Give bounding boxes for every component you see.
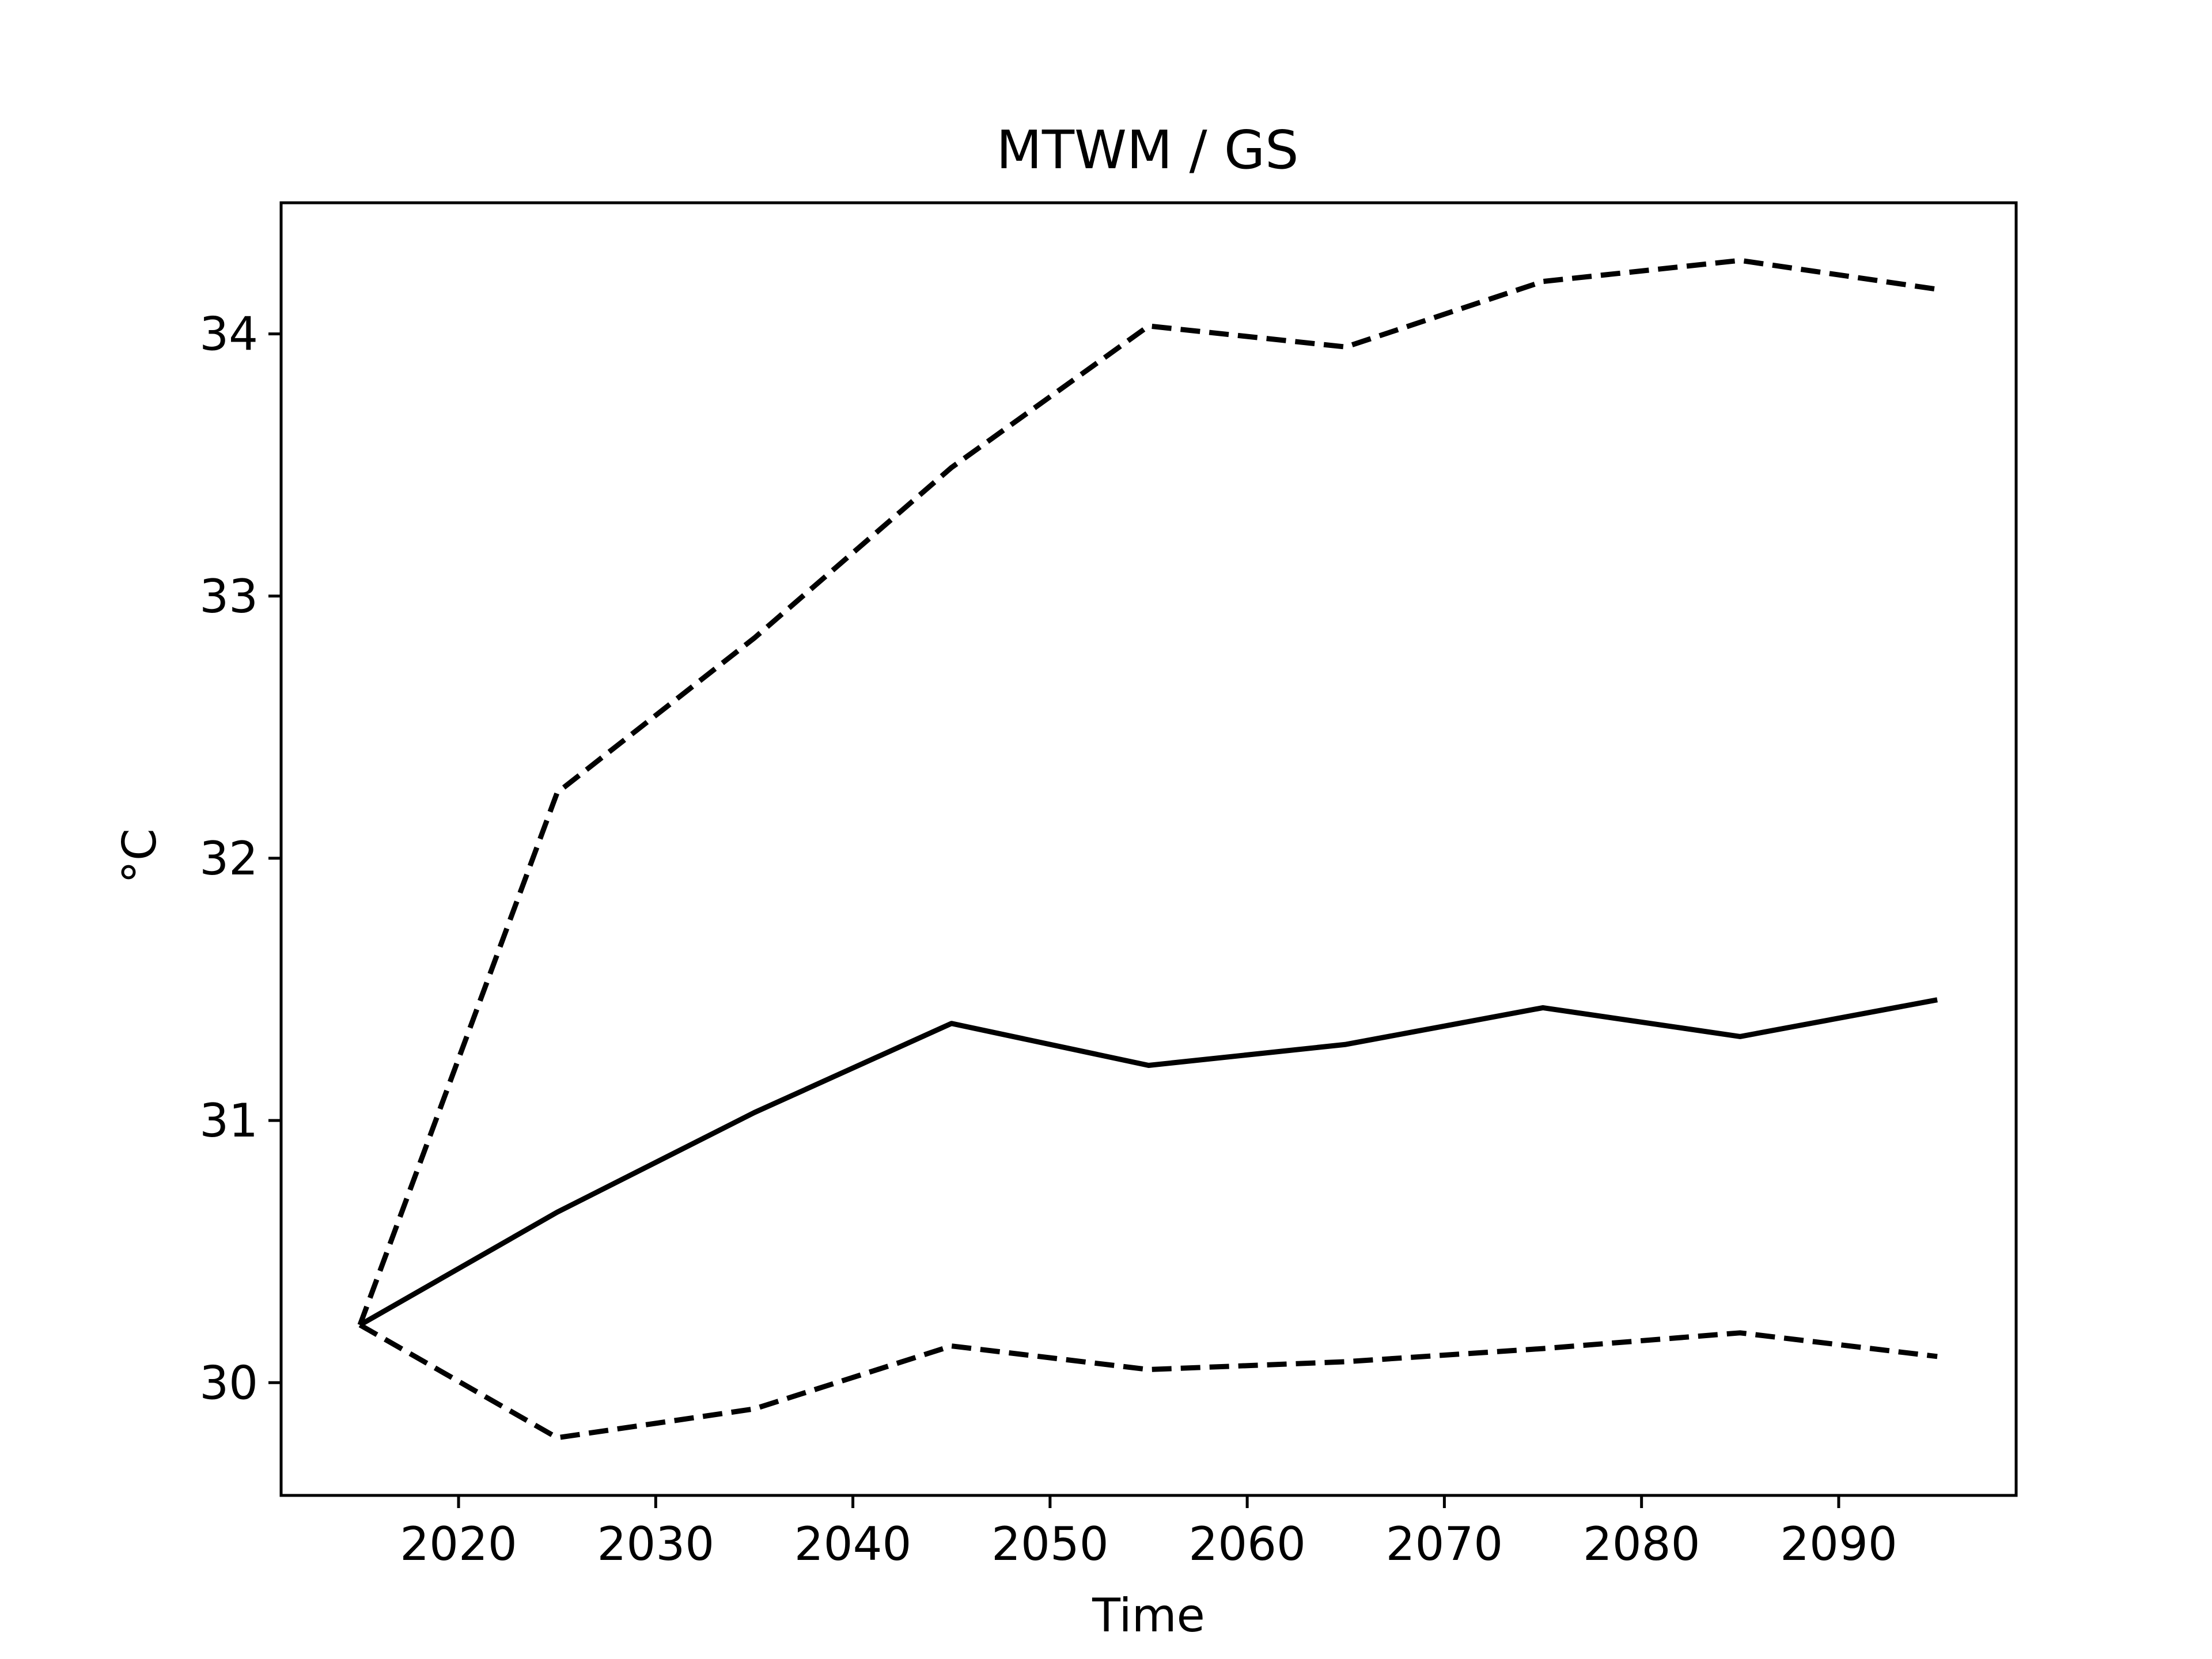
chart-title: MTWM / GS (996, 119, 1298, 181)
x-tick-label: 2090 (1780, 1517, 1897, 1571)
y-tick-label: 30 (199, 1356, 258, 1410)
y-tick-label: 33 (199, 570, 258, 623)
y-tick-label: 32 (199, 832, 258, 885)
y-tick-label: 31 (199, 1094, 258, 1147)
series-line-3 (358, 1323, 1938, 1441)
x-tick-label: 2020 (400, 1517, 517, 1571)
x-tick-label: 2070 (1386, 1517, 1503, 1571)
x-tick-label: 2030 (597, 1517, 715, 1571)
series-line-1 (358, 997, 1938, 1328)
plot-frame (279, 201, 2018, 1497)
y-axis-label: °C (113, 828, 166, 884)
y-axis-ticks: 30 31 32 33 34 (199, 308, 281, 1410)
x-tick-label: 2080 (1583, 1517, 1700, 1571)
x-tick-label: 2040 (794, 1517, 912, 1571)
y-tick-label: 34 (199, 308, 258, 361)
x-axis-ticks: 2020 2030 2040 2050 2060 2070 2080 2090 (400, 1495, 1897, 1571)
series-line-2 (357, 257, 1938, 1326)
x-axis-label: Time (1092, 1589, 1205, 1642)
plot-area (357, 257, 1938, 1441)
x-tick-label: 2050 (991, 1517, 1109, 1571)
x-tick-label: 2060 (1188, 1517, 1306, 1571)
